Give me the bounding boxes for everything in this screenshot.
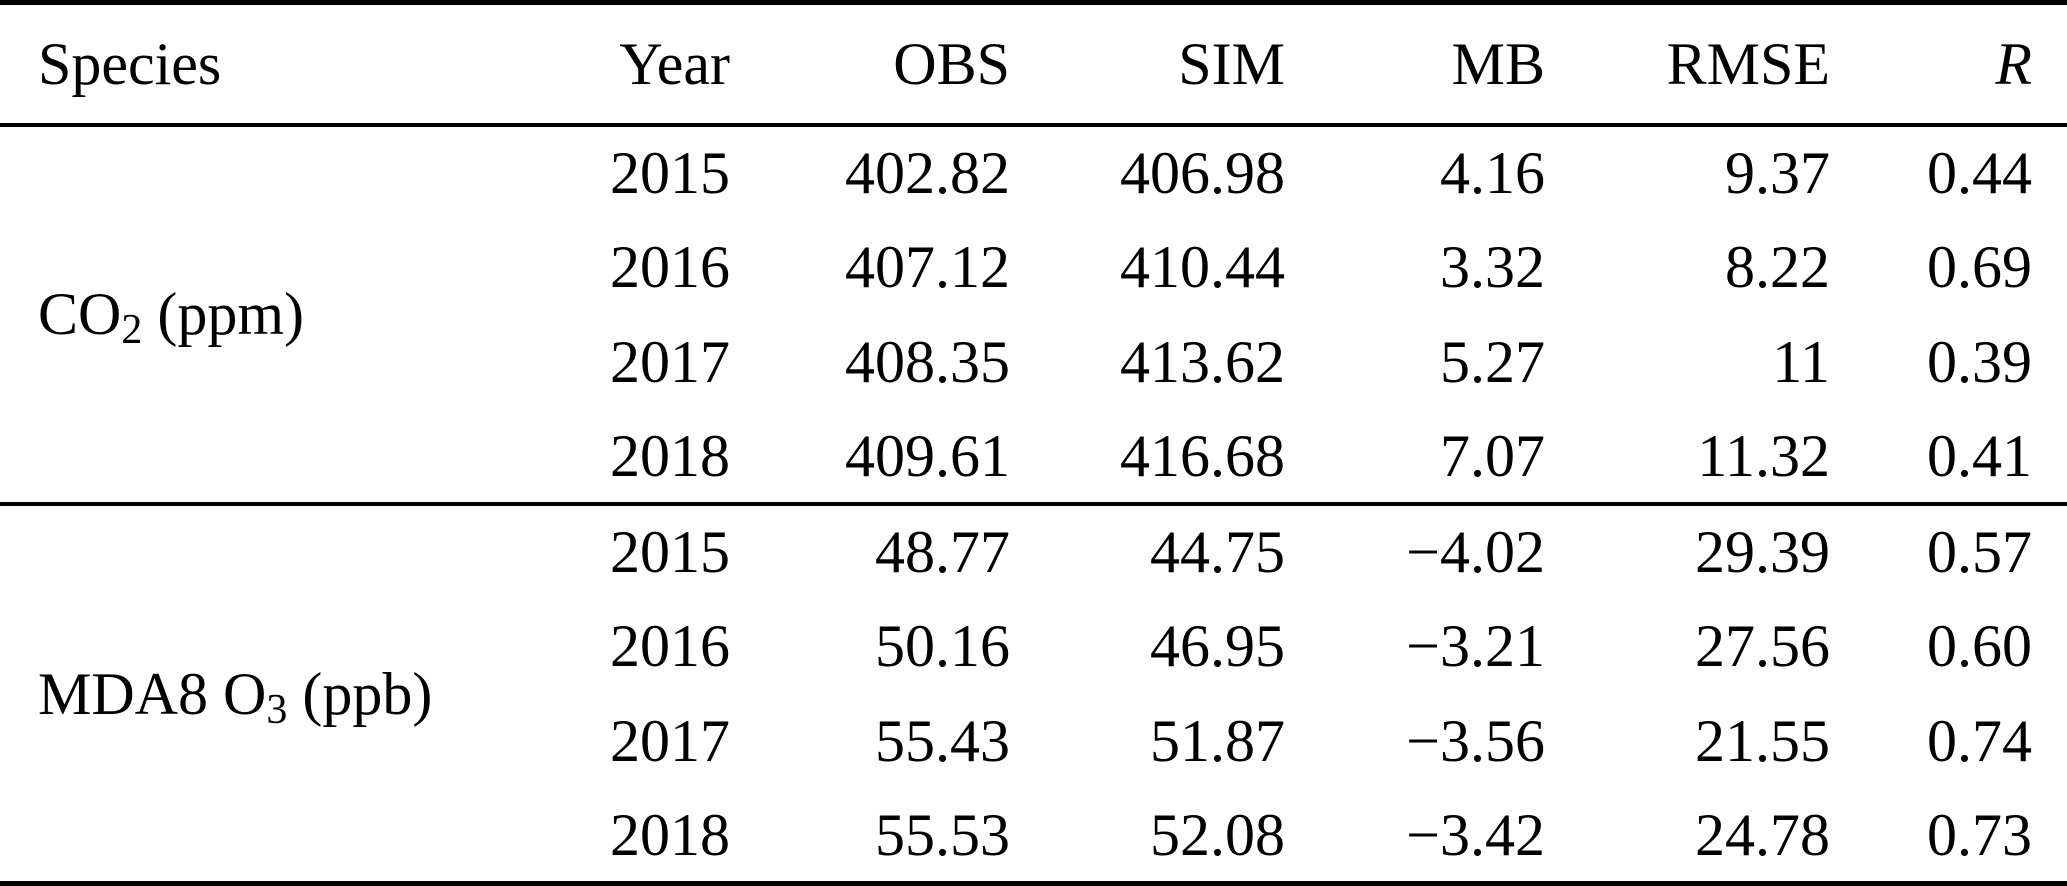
header-cell-sim: SIM	[1010, 2, 1285, 127]
r-cell: 0.74	[1927, 708, 2032, 775]
sim-cell: 406.98	[1120, 139, 1285, 206]
header-cell-obs: OBS	[730, 2, 1010, 127]
header-row: Species Year OBS SIM MB RMSE R	[0, 2, 2067, 127]
year-cell: 2017	[610, 708, 730, 775]
r-cell: 0.69	[1927, 233, 2032, 300]
sim-cell: 46.95	[1150, 613, 1285, 680]
header-cell-rmse: RMSE	[1545, 2, 1830, 127]
sim-cell: 51.87	[1150, 708, 1285, 775]
year-cell: 2015	[560, 502, 730, 599]
obs-cell: 50.16	[875, 613, 1010, 680]
species-unit: (ppm)	[142, 281, 304, 348]
obs-cell: 55.43	[875, 708, 1010, 775]
sim-cell: 52.08	[1150, 801, 1285, 868]
year-cell: 2017	[610, 328, 730, 395]
species-base: MDA8 O	[38, 660, 267, 727]
sim-cell: 413.62	[1120, 328, 1285, 395]
table-row: 2016 407.12 410.44 3.32 8.22 0.69	[0, 219, 2067, 314]
r-cell: 0.41	[1927, 422, 2032, 489]
year-cell: 2015	[610, 139, 730, 206]
obs-cell: 48.77	[730, 502, 1010, 599]
rmse-cell: 24.78	[1695, 801, 1830, 868]
mb-cell: 7.07	[1440, 422, 1545, 489]
table-row: 2018 55.53 52.08 −3.42 24.78 0.73	[0, 789, 2067, 884]
header-cell-year: Year	[560, 2, 730, 127]
obs-cell: 55.53	[875, 801, 1010, 868]
year-cell: 2016	[610, 613, 730, 680]
table-row: MDA8 O3 (ppb) 2015 48.77 44.75 −4.02 29.…	[0, 502, 2067, 884]
header-cell-r: R	[1830, 2, 2067, 127]
sim-cell: 416.68	[1120, 422, 1285, 489]
sim-cell: 44.75	[1010, 502, 1285, 599]
table-row: 2018 409.61 416.68 7.07 11.32 0.41	[0, 409, 2067, 504]
species-unit: (ppb)	[287, 660, 433, 727]
rmse-cell: 11	[1772, 328, 1830, 395]
rmse-cell: 27.56	[1695, 613, 1830, 680]
rmse-cell: 29.39	[1545, 502, 1830, 599]
r-cell: 0.60	[1927, 613, 2032, 680]
rmse-cell: 11.32	[1697, 422, 1830, 489]
mb-cell: −3.56	[1406, 708, 1545, 775]
mb-cell: 4.16	[1440, 139, 1545, 206]
sim-cell: 410.44	[1120, 233, 1285, 300]
mb-cell: −3.21	[1406, 613, 1545, 680]
rmse-cell: 9.37	[1725, 139, 1830, 206]
r-cell: 0.73	[1927, 801, 2032, 868]
obs-cell: 409.61	[845, 422, 1010, 489]
mb-cell: 5.27	[1440, 328, 1545, 395]
rmse-cell: 8.22	[1725, 233, 1830, 300]
header-cell-mb: MB	[1285, 2, 1545, 127]
species-label-mda8-o3: MDA8 O3 (ppb)	[0, 502, 560, 884]
mb-cell: −3.42	[1406, 801, 1545, 868]
species-base: CO	[38, 281, 122, 348]
year-cell: 2018	[610, 801, 730, 868]
year-cell: 2018	[610, 422, 730, 489]
mb-cell: −4.02	[1285, 502, 1545, 599]
header-cell-species: Species	[0, 2, 560, 127]
obs-cell: 402.82	[845, 139, 1010, 206]
table-row: 2017 55.43 51.87 −3.56 21.55 0.74	[0, 694, 2067, 789]
obs-cell: 408.35	[845, 328, 1010, 395]
table-row: 2016 50.16 46.95 −3.21 27.56 0.60	[0, 599, 2067, 694]
species-subscript: 2	[121, 307, 143, 354]
obs-cell: 407.12	[845, 233, 1010, 300]
year-cell: 2016	[610, 233, 730, 300]
mb-cell: 3.32	[1440, 233, 1545, 300]
r-cell: 0.57	[1830, 502, 2067, 599]
species-label-co2: CO2 (ppm)	[0, 125, 560, 505]
species-subscript: 3	[266, 686, 288, 733]
r-cell: 0.39	[1927, 328, 2032, 395]
table-row: 2017 408.35 413.62 5.27 11 0.39	[0, 314, 2067, 409]
r-cell: 0.44	[1927, 139, 2032, 206]
table-row: CO2 (ppm) 2015 402.82 406.98 4.16 9.37 0…	[0, 125, 2067, 352]
rmse-cell: 21.55	[1695, 708, 1830, 775]
